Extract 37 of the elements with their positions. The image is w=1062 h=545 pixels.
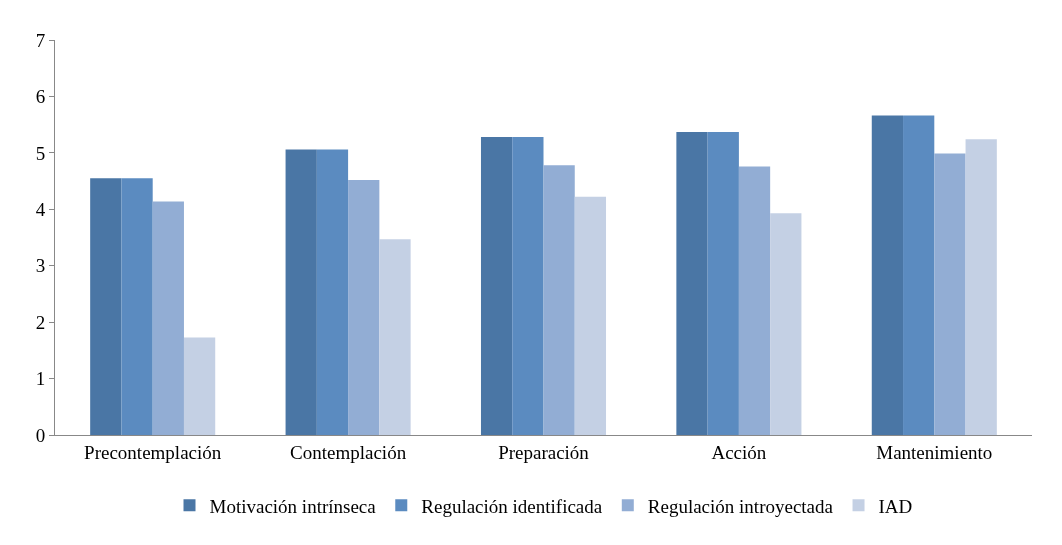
legend-label: Regulación introyectada (647, 495, 834, 517)
bar (183, 337, 216, 435)
bar (480, 137, 513, 435)
bar (90, 178, 122, 435)
y-tick-label: 2 (35, 311, 46, 333)
y-tick-label: 5 (35, 142, 46, 164)
bar (707, 131, 739, 435)
bar (871, 115, 904, 435)
x-tick-label: Preparación (498, 441, 590, 463)
y-tick-label: 7 (35, 29, 46, 51)
bar (676, 131, 708, 435)
y-tick-label: 1 (35, 368, 46, 390)
bar (152, 201, 184, 435)
y-tick-label: 0 (35, 424, 46, 446)
y-tick-label: 6 (35, 86, 46, 108)
bar (379, 239, 411, 435)
bar (285, 149, 317, 435)
bar (770, 213, 802, 435)
bar (121, 178, 153, 435)
bar (316, 149, 349, 435)
bar (512, 137, 544, 435)
x-tick-label: Contemplación (290, 441, 407, 463)
x-tick-label: Acción (711, 441, 767, 463)
bar (934, 153, 966, 435)
y-tick-label: 3 (35, 255, 46, 277)
bar (965, 139, 997, 435)
bar (903, 115, 935, 435)
x-tick-label: Mantenimiento (876, 441, 993, 463)
bar (574, 196, 607, 435)
legend-label: Motivación intrínseca (209, 495, 377, 517)
bar (348, 179, 380, 435)
bar (738, 166, 771, 435)
bar (543, 165, 575, 435)
y-tick-label: 4 (35, 198, 46, 220)
legend-label: Regulación identificada (421, 495, 603, 517)
legend-label: IAD (878, 495, 913, 517)
x-tick-label: Precontemplación (84, 441, 222, 463)
